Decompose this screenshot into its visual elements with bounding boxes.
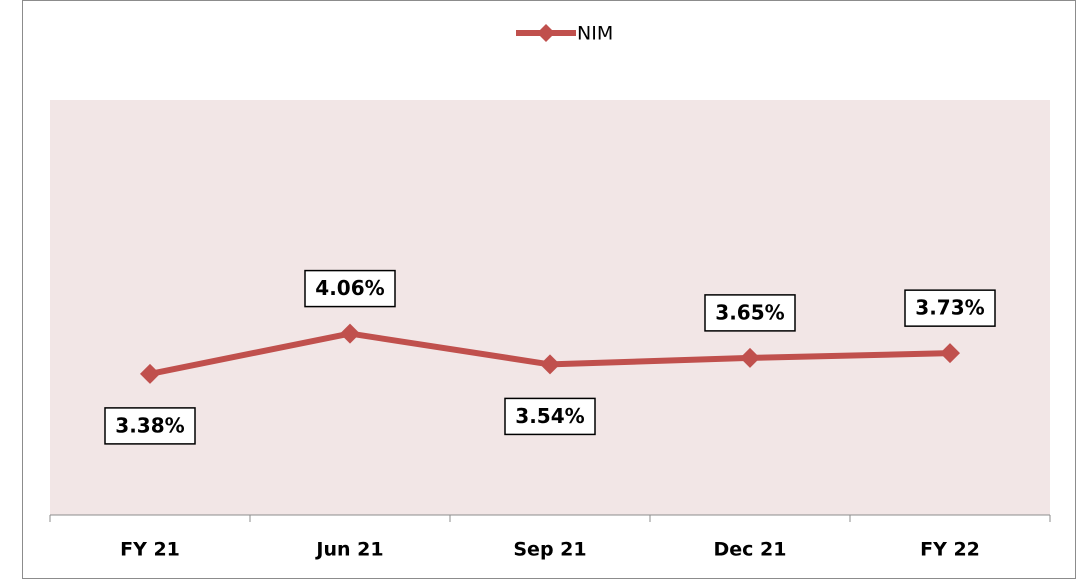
data-point	[340, 323, 360, 344]
data-label: 3.38%	[115, 413, 184, 437]
x-tick-label: Dec 21	[714, 539, 787, 561]
data-label: 4.06%	[315, 276, 384, 300]
data-label-box	[504, 397, 596, 436]
data-point	[940, 343, 960, 364]
legend-marker	[537, 24, 555, 42]
data-label: 3.54%	[515, 404, 584, 428]
data-label-box	[704, 294, 796, 332]
data-label: 3.73%	[915, 296, 984, 320]
x-tick-label: FY 22	[920, 539, 980, 561]
x-tick-label: FY 21	[120, 539, 180, 561]
data-label: 3.65%	[715, 300, 784, 324]
data-point	[140, 363, 160, 384]
x-tick-label: Jun 21	[314, 539, 383, 561]
legend-label: NIM	[577, 23, 613, 45]
plot-area	[50, 100, 1050, 515]
x-tick-label: Sep 21	[513, 539, 586, 561]
data-point	[540, 354, 560, 375]
data-label-box	[104, 407, 196, 445]
data-label-box	[904, 289, 996, 327]
data-label-box	[304, 269, 396, 308]
data-point	[740, 347, 760, 368]
